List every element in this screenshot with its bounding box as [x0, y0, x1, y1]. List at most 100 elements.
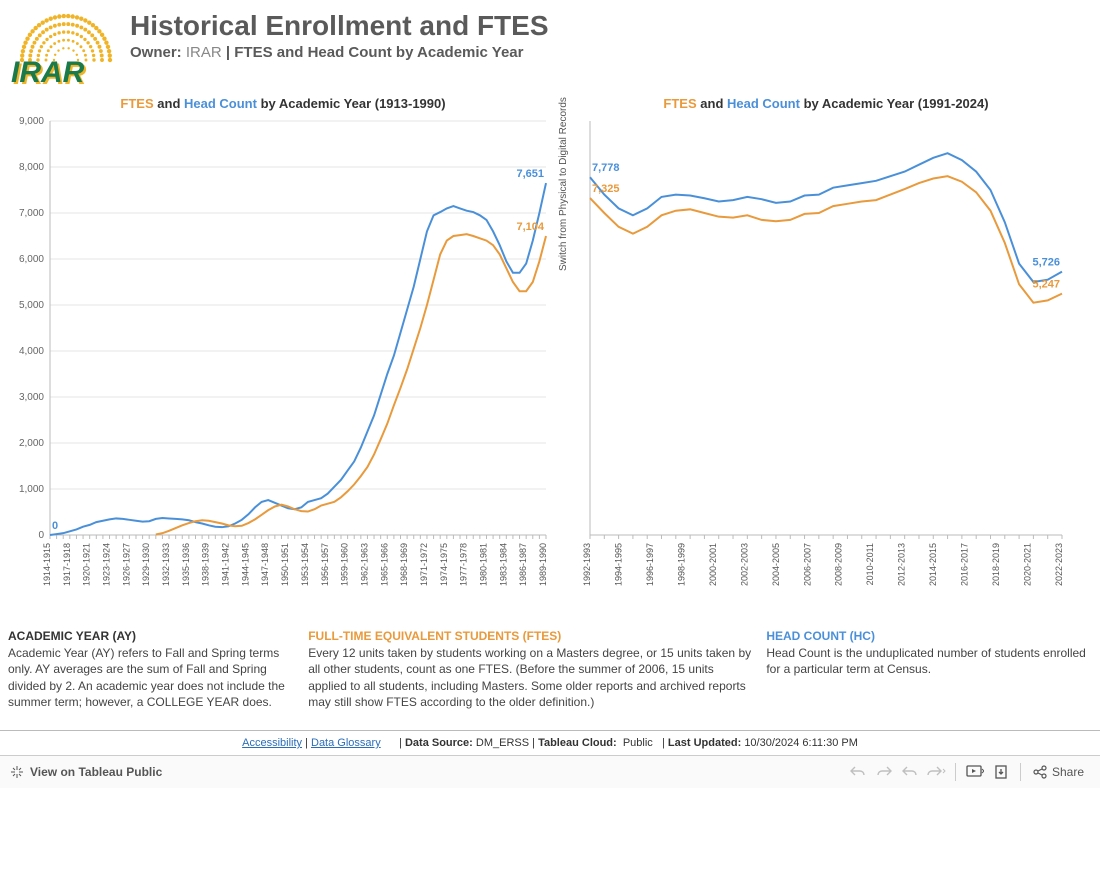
svg-text:2002-2003: 2002-2003	[739, 543, 749, 586]
svg-text:1983-1984: 1983-1984	[498, 543, 508, 586]
download-button[interactable]	[988, 761, 1014, 783]
def-hc-title: HEAD COUNT (HC)	[766, 628, 1092, 644]
owner-value: IRAR	[186, 44, 222, 61]
svg-text:1956-1957: 1956-1957	[320, 543, 330, 586]
data-source-value: DM_ERSS	[476, 737, 529, 749]
chart-right-svg: 1992-1993 1994-1995 1996-1997 1998-1999 2000…	[566, 115, 1076, 615]
svg-text:2010-2011: 2010-2011	[865, 543, 875, 585]
svg-text:7,651: 7,651	[516, 168, 544, 180]
definition-ftes: FULL-TIME EQUIVALENT STUDENTS (FTES) Eve…	[308, 628, 752, 710]
svg-text:1998-1999: 1998-1999	[676, 543, 686, 586]
svg-text:1996-1997: 1996-1997	[645, 543, 655, 586]
chart-1991-2024: FTES and Head Count by Academic Year (19…	[566, 96, 1086, 620]
tableau-icon	[10, 765, 24, 779]
svg-text:5,726: 5,726	[1032, 257, 1060, 269]
svg-text:1944-1945: 1944-1945	[240, 543, 250, 586]
def-hc-body: Head Count is the unduplicated number of…	[766, 645, 1092, 677]
accessibility-link[interactable]: Accessibility	[242, 737, 302, 749]
definition-ay: ACADEMIC YEAR (AY) Academic Year (AY) re…	[8, 628, 294, 710]
cloud-label: Tableau Cloud:	[538, 737, 617, 749]
page-subtitle: Owner: IRAR | FTES and Head Count by Aca…	[130, 44, 549, 61]
svg-text:5,000: 5,000	[19, 300, 44, 311]
svg-text:1989-1990: 1989-1990	[538, 543, 548, 586]
def-ay-body: Academic Year (AY) refers to Fall and Sp…	[8, 645, 294, 710]
svg-text:5,247: 5,247	[1032, 279, 1060, 291]
tableau-toolbar: View on Tableau Public Share	[0, 755, 1100, 788]
updated-value: 10/30/2024 6:11:30 PM	[744, 737, 858, 749]
svg-text:2018-2019: 2018-2019	[991, 543, 1001, 586]
svg-text:2016-2017: 2016-2017	[960, 543, 970, 586]
svg-text:2000-2001: 2000-2001	[708, 543, 718, 586]
subtitle-rest: | FTES and Head Count by Academic Year	[226, 44, 524, 61]
share-label: Share	[1052, 765, 1084, 779]
data-source-label: Data Source:	[405, 737, 473, 749]
def-ftes-title: FULL-TIME EQUIVALENT STUDENTS (FTES)	[308, 628, 752, 644]
svg-text:1994-1995: 1994-1995	[613, 543, 623, 586]
svg-text:1929-1930: 1929-1930	[141, 543, 151, 586]
glossary-link[interactable]: Data Glossary	[311, 737, 381, 749]
svg-text:7,000: 7,000	[19, 208, 44, 219]
svg-text:2020-2021: 2020-2021	[1023, 543, 1033, 586]
owner-label: Owner:	[130, 44, 182, 61]
irar-logo: IRAR IRAR	[8, 10, 118, 90]
svg-text:7,325: 7,325	[592, 183, 620, 195]
svg-text:1935-1936: 1935-1936	[181, 543, 191, 586]
meta-sep: |	[659, 737, 668, 749]
svg-text:2014-2015: 2014-2015	[928, 543, 938, 586]
updated-label: Last Updated:	[668, 737, 741, 749]
svg-text:1977-1978: 1977-1978	[459, 543, 469, 586]
svg-text:1953-1954: 1953-1954	[300, 543, 310, 586]
svg-text:2004-2005: 2004-2005	[771, 543, 781, 586]
charts-row: FTES and Head Count by Academic Year (19…	[0, 96, 1100, 620]
divider-label: Switch from Physical to Digital Records	[558, 97, 569, 271]
dashboard-header: IRAR IRAR Historical Enrollment and FTES…	[0, 0, 1100, 96]
def-ftes-body: Every 12 units taken by students working…	[308, 645, 752, 710]
svg-text:1914-1915: 1914-1915	[42, 543, 52, 586]
svg-text:1941-1942: 1941-1942	[221, 543, 231, 586]
svg-text:2008-2009: 2008-2009	[834, 543, 844, 586]
replay-forward-button[interactable]	[923, 761, 949, 783]
svg-text:1932-1933: 1932-1933	[161, 543, 171, 586]
replay-button[interactable]	[897, 761, 923, 783]
view-on-tableau-label: View on Tableau Public	[30, 765, 162, 779]
svg-text:1962-1963: 1962-1963	[359, 543, 369, 586]
svg-text:1980-1981: 1980-1981	[478, 543, 488, 586]
toolbar-divider	[1020, 763, 1021, 781]
svg-text:1992-1993: 1992-1993	[582, 543, 592, 586]
svg-text:1938-1939: 1938-1939	[201, 543, 211, 586]
metadata-bar: Accessibility | Data Glossary | Data Sou…	[0, 730, 1100, 755]
cloud-value: Public	[623, 737, 653, 749]
svg-text:9,000: 9,000	[19, 116, 44, 127]
definitions-row: ACADEMIC YEAR (AY) Academic Year (AY) re…	[0, 620, 1100, 730]
svg-text:4,000: 4,000	[19, 346, 44, 357]
svg-text:1950-1951: 1950-1951	[280, 543, 290, 586]
share-icon	[1033, 765, 1047, 779]
svg-text:7,104: 7,104	[516, 221, 544, 233]
toolbar-divider	[955, 763, 956, 781]
svg-text:2,000: 2,000	[19, 438, 44, 449]
svg-text:7,778: 7,778	[592, 162, 620, 174]
svg-text:2022-2023: 2022-2023	[1054, 543, 1064, 586]
svg-text:1986-1987: 1986-1987	[518, 543, 528, 586]
svg-text:3,000: 3,000	[19, 392, 44, 403]
share-button[interactable]: Share	[1027, 765, 1090, 779]
def-ay-title: ACADEMIC YEAR (AY)	[8, 628, 294, 644]
definition-hc: HEAD COUNT (HC) Head Count is the undupl…	[766, 628, 1092, 710]
page-title: Historical Enrollment and FTES	[130, 10, 549, 42]
view-on-tableau-button[interactable]: View on Tableau Public	[10, 765, 162, 779]
svg-text:1947-1948: 1947-1948	[260, 543, 270, 586]
undo-button[interactable]	[845, 761, 871, 783]
svg-text:1965-1966: 1965-1966	[379, 543, 389, 586]
redo-button[interactable]	[871, 761, 897, 783]
svg-text:0: 0	[38, 530, 44, 541]
chart-1913-1990: FTES and Head Count by Academic Year (19…	[8, 96, 558, 620]
chart-right-title: FTES and Head Count by Academic Year (19…	[566, 96, 1086, 111]
svg-text:8,000: 8,000	[19, 162, 44, 173]
svg-text:1926-1927: 1926-1927	[121, 543, 131, 586]
svg-text:1920-1921: 1920-1921	[82, 543, 92, 586]
svg-text:2006-2007: 2006-2007	[802, 543, 812, 586]
svg-text:1923-1924: 1923-1924	[102, 543, 112, 586]
presentation-button[interactable]	[962, 761, 988, 783]
chart-left-title: FTES and Head Count by Academic Year (19…	[8, 96, 558, 111]
svg-text:1974-1975: 1974-1975	[439, 543, 449, 586]
